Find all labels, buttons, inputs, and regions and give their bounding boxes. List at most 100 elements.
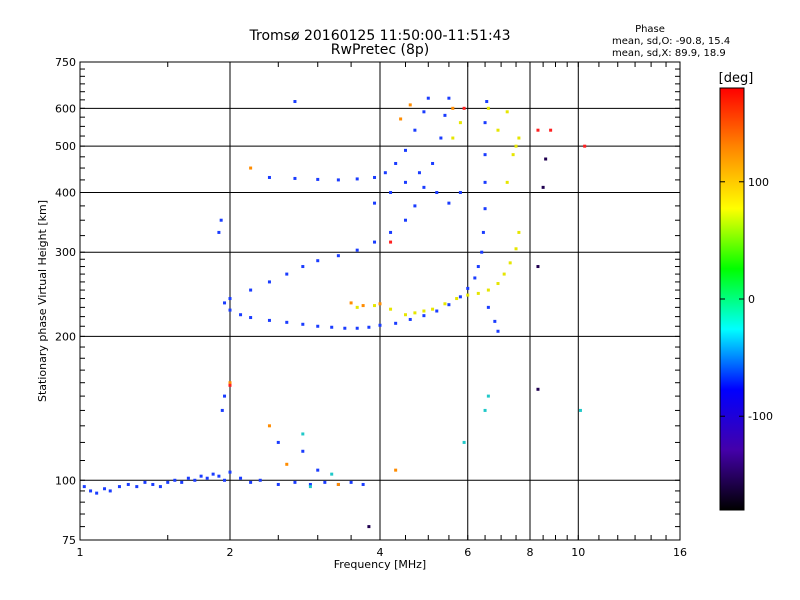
data-point <box>228 470 232 474</box>
colorbar-tick-label: 100 <box>748 176 769 189</box>
data-point <box>239 476 243 480</box>
data-point <box>394 321 398 325</box>
chart-title: Tromsø 20160125 11:50:00-11:51:43 <box>249 28 511 44</box>
data-point <box>249 166 253 170</box>
data-point <box>355 305 359 309</box>
data-point <box>403 180 407 184</box>
data-point <box>493 319 497 323</box>
data-point <box>276 440 280 444</box>
data-point <box>496 128 500 132</box>
phase-stats-o: mean, sd,O: -90.8, 15.4 <box>612 36 730 47</box>
data-point <box>367 325 371 329</box>
data-point <box>316 324 320 328</box>
data-point <box>483 153 487 157</box>
data-point <box>95 491 99 495</box>
data-point <box>355 248 359 252</box>
phase-colorbar: [deg] 100 0 -100 <box>719 71 773 511</box>
data-point <box>223 301 227 305</box>
x-tick-label: 2 <box>227 546 234 559</box>
data-point <box>228 308 232 312</box>
data-point <box>505 180 509 184</box>
data-point <box>483 180 487 184</box>
data-point <box>422 309 426 313</box>
data-point <box>205 476 209 480</box>
data-point <box>443 113 447 117</box>
data-point <box>293 176 297 180</box>
phase-title: Phase <box>635 24 665 35</box>
data-point <box>267 318 271 322</box>
data-point <box>439 136 443 140</box>
data-point <box>378 323 382 327</box>
chart-subtitle: RwPretec (8p) <box>331 42 429 58</box>
data-point <box>308 485 312 489</box>
data-point <box>135 485 139 489</box>
data-point <box>451 136 455 140</box>
data-point <box>505 110 509 114</box>
data-point <box>389 240 393 244</box>
data-point <box>458 295 462 299</box>
x-tick-label: 1 <box>77 546 84 559</box>
data-point <box>330 325 334 329</box>
data-point <box>451 106 455 110</box>
data-point <box>355 326 359 330</box>
y-tick-label: 600 <box>55 102 76 115</box>
data-point <box>349 301 353 305</box>
data-point <box>486 394 490 398</box>
data-point <box>462 106 466 110</box>
data-point <box>466 293 470 297</box>
data-point <box>514 144 518 148</box>
data-point <box>378 302 382 306</box>
data-point <box>151 482 155 486</box>
data-point <box>389 307 393 311</box>
data-point <box>82 485 86 489</box>
data-point <box>483 408 487 412</box>
data-point <box>367 525 371 529</box>
x-tick-labels: 1 2 4 6 8 10 16 <box>77 546 688 559</box>
data-point <box>267 175 271 179</box>
data-point <box>435 309 439 313</box>
data-point <box>502 272 506 276</box>
data-point <box>413 311 417 315</box>
data-point <box>536 265 540 269</box>
data-point <box>301 432 305 436</box>
data-point <box>211 472 215 476</box>
data-point <box>447 303 451 307</box>
data-point <box>193 478 197 482</box>
data-point <box>158 485 162 489</box>
y-axis-label: Stationary phase Virtual Height [km] <box>36 200 49 402</box>
grid-lines <box>80 62 680 540</box>
x-tick-label: 8 <box>527 546 534 559</box>
data-point <box>267 280 271 284</box>
y-tick-label: 750 <box>55 56 76 69</box>
data-point <box>276 482 280 486</box>
data-point <box>349 480 353 484</box>
data-point <box>355 177 359 181</box>
colorbar-ticks: 100 0 -100 <box>720 176 773 423</box>
data-point <box>103 487 107 491</box>
data-point <box>476 265 480 269</box>
data-point <box>308 482 312 486</box>
data-point <box>403 313 407 317</box>
data-point <box>508 261 512 265</box>
data-point <box>220 408 224 412</box>
data-point <box>293 100 297 104</box>
data-point <box>578 408 582 412</box>
data-point <box>361 482 365 486</box>
data-point <box>549 128 553 132</box>
data-point <box>485 100 489 104</box>
data-point <box>583 144 587 148</box>
data-point <box>486 305 490 309</box>
data-point <box>541 185 545 189</box>
data-point <box>403 218 407 222</box>
data-point <box>455 297 459 301</box>
y-tick-label: 300 <box>55 246 76 259</box>
data-point <box>413 204 417 208</box>
data-point <box>343 326 347 330</box>
data-point <box>316 259 320 263</box>
data-point <box>394 468 398 472</box>
data-point <box>249 288 253 292</box>
data-point <box>166 480 170 484</box>
data-point <box>536 387 540 391</box>
data-point <box>301 265 305 269</box>
